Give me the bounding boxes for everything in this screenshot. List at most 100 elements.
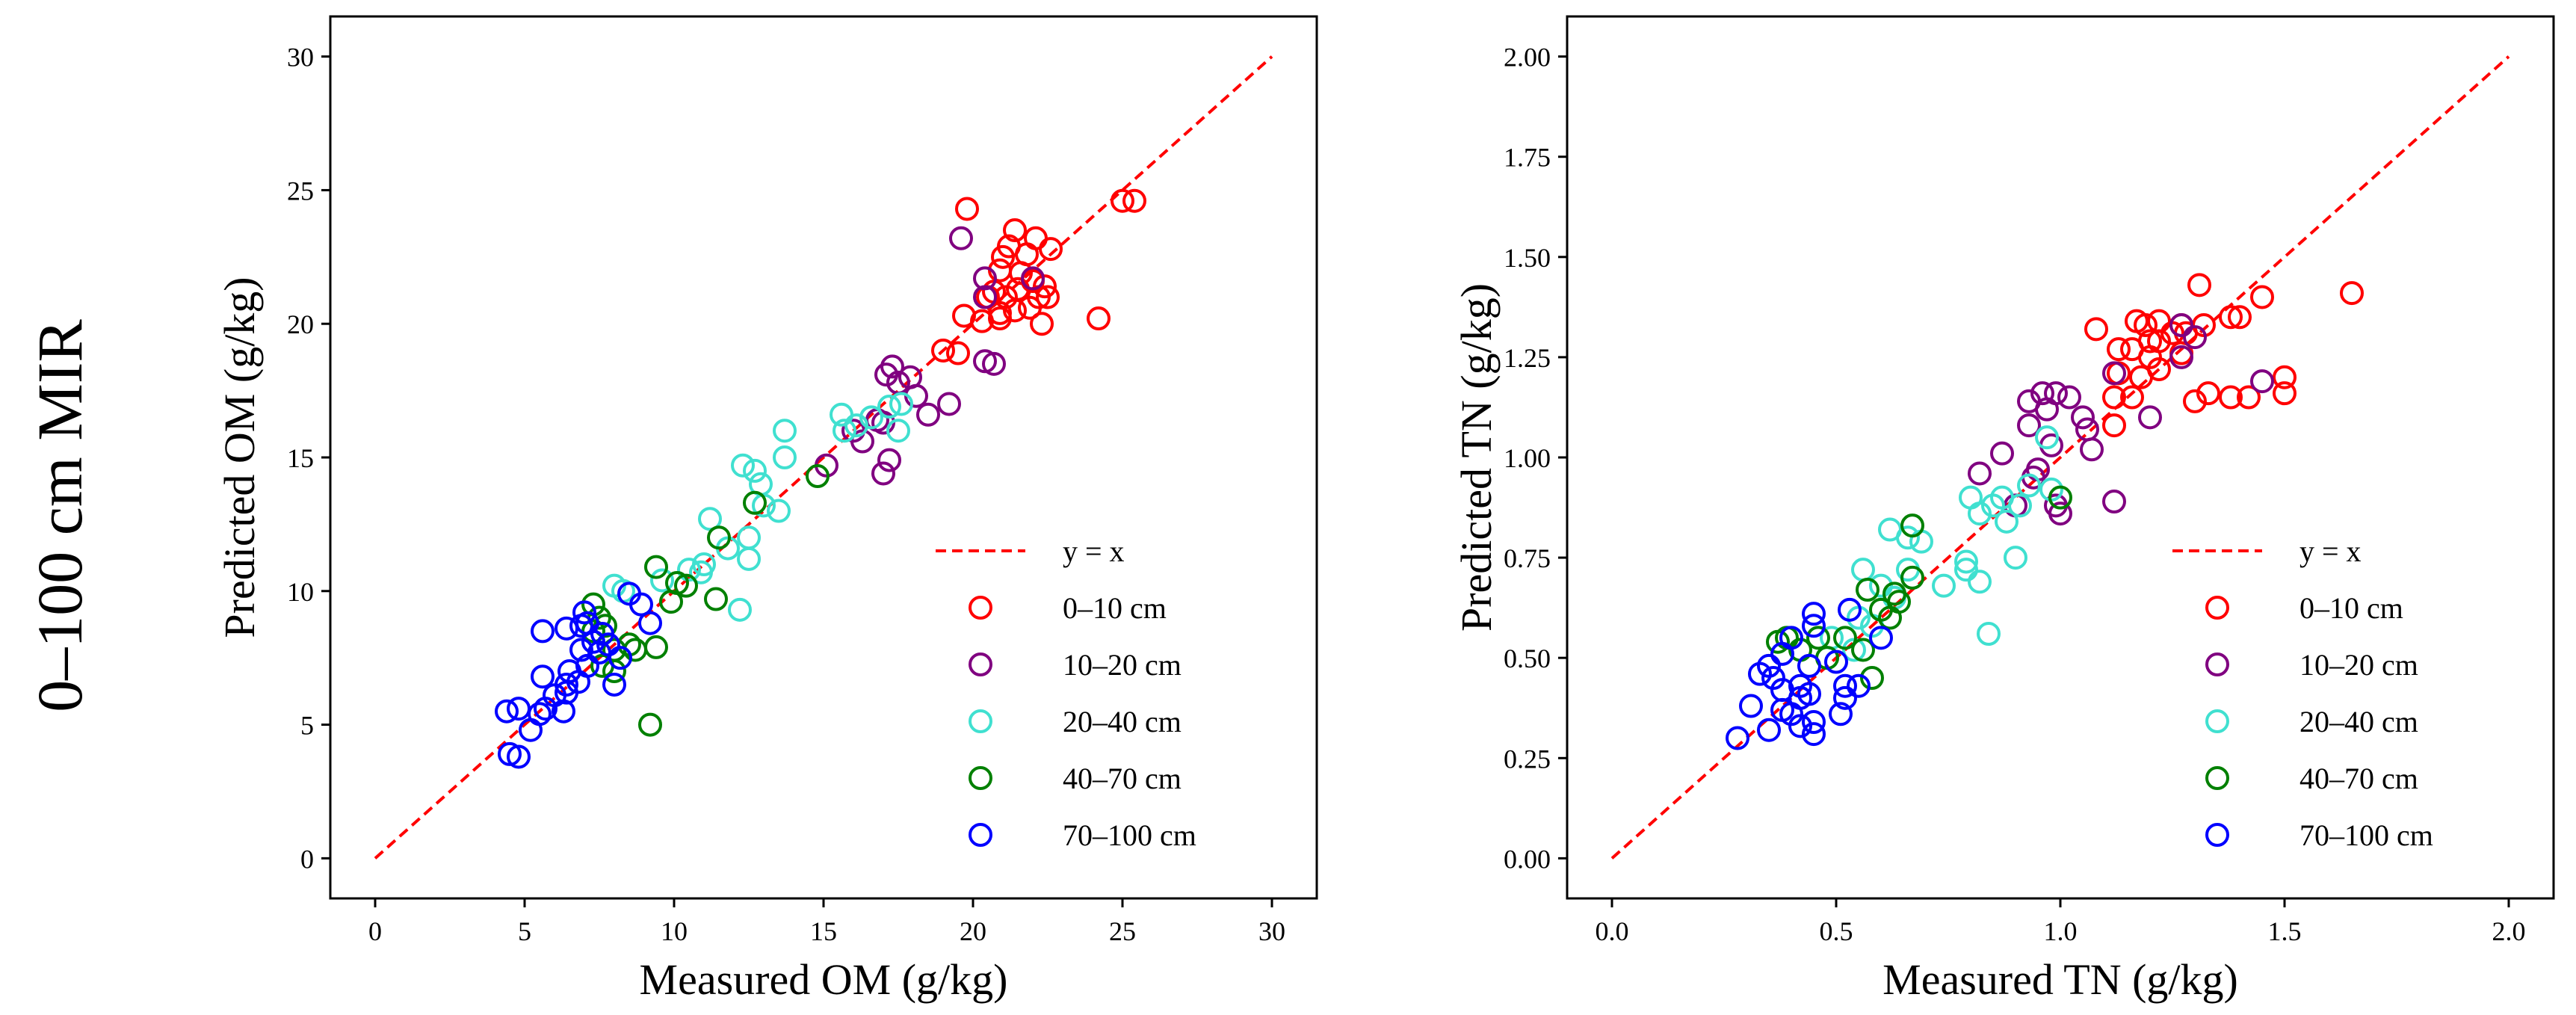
om-point — [728, 597, 752, 622]
tn-point — [2196, 381, 2220, 406]
om-point — [707, 525, 731, 550]
om-point — [731, 453, 755, 478]
tn-legend-label: 70–100 cm — [2299, 818, 2433, 852]
om-legend-marker — [969, 766, 992, 790]
tn-legend-label: 10–20 cm — [2299, 648, 2418, 682]
om-point — [519, 718, 543, 742]
tn-point — [2044, 381, 2068, 406]
tn-point — [2169, 313, 2193, 337]
om-point — [569, 614, 593, 638]
om-x-axis-label: Measured OM (g/kg) — [640, 955, 1008, 1004]
om-legend-marker — [969, 823, 992, 847]
tn-point — [1968, 502, 1992, 526]
tn-point — [1869, 573, 1893, 598]
om-point — [1087, 306, 1111, 331]
om-point — [507, 697, 531, 721]
om-point — [877, 395, 901, 419]
om-point — [552, 699, 575, 724]
tn-legend-marker — [2205, 596, 2229, 620]
tn-point — [2102, 490, 2126, 513]
tn-point — [2183, 325, 2207, 350]
om-point — [889, 392, 913, 416]
tn-point — [1851, 558, 1875, 582]
om-point — [859, 405, 883, 430]
om-legend-label: y = x — [1063, 534, 1125, 568]
om-point — [569, 638, 593, 662]
om-point — [596, 632, 620, 657]
tn-point — [1977, 622, 2001, 646]
om-y-tick-label: 30 — [287, 43, 314, 72]
om-point — [773, 445, 797, 469]
tn-point — [2228, 305, 2252, 330]
om-legend-label: 70–100 cm — [1063, 818, 1196, 852]
tn-point — [2107, 337, 2131, 362]
om-x-tick-label: 5 — [518, 916, 531, 946]
tn-point — [1802, 710, 1826, 734]
tn-point — [2102, 385, 2126, 410]
om-point — [674, 573, 698, 598]
tn-point — [2075, 417, 2099, 442]
om-point — [572, 600, 596, 625]
om-identity-line — [374, 55, 1273, 860]
tn-point — [1932, 573, 1956, 598]
om-point — [531, 664, 555, 689]
om-x-tick-label: 30 — [1258, 916, 1285, 946]
row-label-text: 0–100 cm MIR — [24, 319, 96, 712]
tn-x-tick-label: 0.5 — [1820, 916, 1853, 946]
tn-point — [2008, 493, 2032, 518]
tn-point — [1829, 702, 1853, 726]
tn-x-axis-label: Measured TN (g/kg) — [1882, 955, 2238, 1004]
om-point — [874, 362, 898, 387]
tn-point — [2340, 281, 2364, 306]
tn-point — [2147, 309, 2171, 333]
om-y-tick-label: 25 — [287, 176, 314, 206]
tn-point — [1900, 565, 1924, 590]
tn-point — [1788, 685, 1812, 710]
tn-point — [1856, 578, 1880, 602]
tn-point — [1860, 666, 1884, 690]
tn-point — [2134, 313, 2158, 337]
om-legend-marker — [969, 709, 992, 733]
om-point — [937, 392, 961, 416]
om-point — [534, 697, 557, 721]
om-point — [638, 712, 662, 737]
tn-point — [1869, 626, 1893, 650]
om-x-tick-label: 20 — [960, 916, 986, 946]
tn-point — [1757, 718, 1781, 742]
om-y-tick-label: 5 — [300, 711, 314, 741]
tn-point — [1797, 653, 1821, 678]
tn-point — [1887, 590, 1911, 614]
tn-x-tick-label: 1.5 — [2268, 916, 2302, 946]
tn-point — [1990, 441, 2014, 466]
om-point — [1036, 285, 1060, 309]
om-point — [1122, 188, 1146, 213]
tn-legend-marker — [2205, 823, 2229, 847]
tn-scatter-chart: 0.0 0.5 1.0 1.5 2.0 0.00 0.25 0.50 0.75 1.00 1.25 1… — [1452, 15, 2555, 1004]
tn-point — [2183, 389, 2207, 413]
om-point — [650, 568, 674, 593]
om-point — [1003, 218, 1027, 243]
tn-x-tick-label: 1.0 — [2044, 916, 2078, 946]
tn-point — [1833, 673, 1857, 698]
tn-point — [2017, 473, 2041, 498]
tn-point — [2017, 413, 2041, 438]
om-point — [877, 448, 901, 472]
tn-point — [1833, 685, 1857, 710]
om-point — [886, 419, 910, 443]
om-point — [988, 306, 1012, 331]
om-point — [1021, 266, 1045, 291]
om-scatter-chart: 0 5 10 15 20 25 30 0 5 10 15 20 25 30 Measured OM (g/k… — [215, 15, 1318, 1004]
tn-legend-marker — [2205, 652, 2229, 676]
om-point — [737, 546, 761, 571]
tn-point — [1766, 629, 1790, 654]
tn-point — [2237, 385, 2261, 410]
om-point — [555, 680, 578, 705]
tn-point — [1748, 661, 1772, 686]
tn-point — [1824, 650, 1848, 674]
om-point — [767, 499, 791, 523]
row-label: 0–100 cm MIR — [0, 0, 120, 1015]
tn-y-tick-label: 0.25 — [1504, 744, 1551, 774]
tn-series-5 — [1726, 597, 1893, 750]
tn-point — [2219, 385, 2243, 410]
om-point — [946, 341, 970, 365]
